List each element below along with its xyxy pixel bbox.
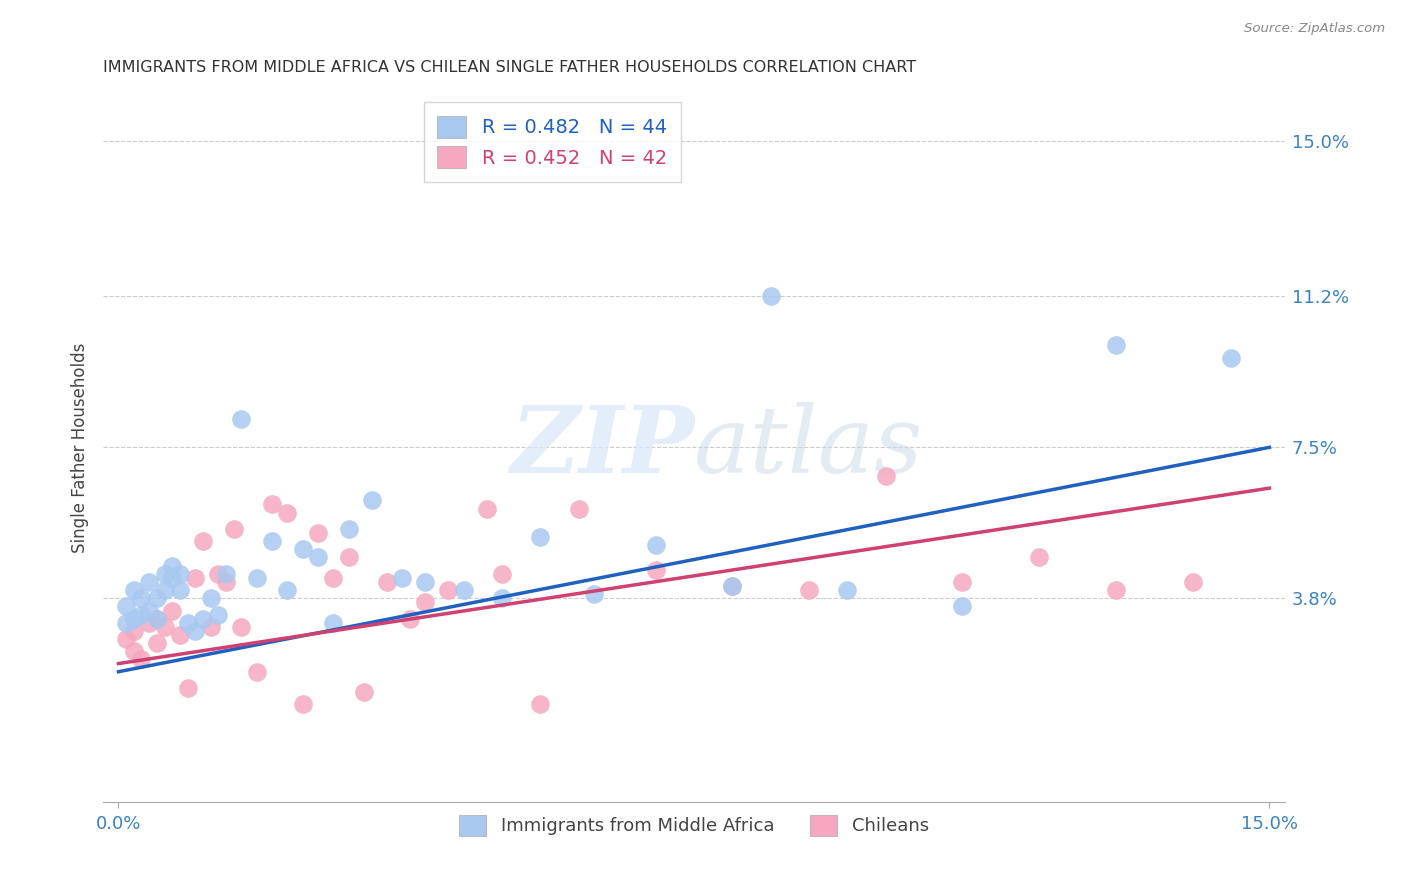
Point (160, 571, 183, 585)
Point (184, 571, 207, 585)
Point (529, 698, 551, 712)
Point (231, 412, 253, 426)
Point (291, 698, 314, 712)
Point (131, 607, 153, 622)
Point (307, 526, 329, 541)
Point (797, 583, 820, 598)
Point (759, 289, 782, 303)
Point (176, 681, 198, 695)
Y-axis label: Single Father Households: Single Father Households (72, 343, 89, 552)
Point (146, 612, 169, 626)
Point (245, 665, 267, 679)
Point (122, 644, 145, 658)
Point (721, 579, 744, 593)
Point (191, 534, 214, 549)
Point (1105, 583, 1128, 598)
Point (837, 583, 859, 598)
Point (184, 624, 207, 638)
Point (131, 591, 153, 606)
Point (146, 636, 169, 650)
Text: IMMIGRANTS FROM MIDDLE AFRICA VS CHILEAN SINGLE FATHER HOUSEHOLDS CORRELATION CH: IMMIGRANTS FROM MIDDLE AFRICA VS CHILEAN… (103, 60, 917, 75)
Legend: Immigrants from Middle Africa, Chileans: Immigrants from Middle Africa, Chileans (451, 807, 936, 843)
Point (952, 574, 974, 589)
Point (131, 652, 153, 666)
Point (169, 566, 191, 581)
Point (529, 530, 551, 544)
Point (491, 591, 513, 606)
Point (169, 583, 191, 598)
Point (115, 615, 138, 630)
Point (153, 583, 176, 598)
Point (138, 574, 160, 589)
Point (644, 563, 666, 577)
Point (353, 685, 375, 699)
Text: atlas: atlas (695, 402, 924, 492)
Point (391, 571, 413, 585)
Point (322, 571, 344, 585)
Point (200, 620, 222, 634)
Point (160, 558, 183, 573)
Point (260, 498, 283, 512)
Point (583, 587, 606, 601)
Point (399, 612, 422, 626)
Point (260, 534, 283, 549)
Point (215, 574, 238, 589)
Point (207, 566, 229, 581)
Point (307, 550, 329, 565)
Point (146, 591, 169, 606)
Point (415, 574, 437, 589)
Point (437, 583, 460, 598)
Point (153, 566, 176, 581)
Point (644, 538, 666, 552)
Point (322, 615, 344, 630)
Point (453, 583, 475, 598)
Point (475, 501, 498, 516)
Point (952, 599, 974, 614)
Point (200, 591, 222, 606)
Point (138, 603, 160, 617)
Point (360, 493, 382, 508)
Point (122, 612, 145, 626)
Point (291, 542, 314, 557)
Point (169, 628, 191, 642)
Point (276, 506, 298, 520)
Point (337, 522, 360, 536)
Point (245, 571, 267, 585)
Point (568, 501, 591, 516)
Text: Source: ZipAtlas.com: Source: ZipAtlas.com (1244, 22, 1385, 36)
Point (1181, 574, 1204, 589)
Point (875, 469, 897, 483)
Point (1105, 338, 1128, 352)
Point (215, 566, 238, 581)
Point (222, 522, 245, 536)
Point (115, 632, 138, 646)
Point (160, 603, 183, 617)
Point (337, 550, 360, 565)
Point (721, 579, 744, 593)
Point (146, 612, 169, 626)
Text: ZIP: ZIP (510, 402, 695, 492)
Point (176, 615, 198, 630)
Point (415, 595, 437, 609)
Point (276, 583, 298, 598)
Point (153, 620, 176, 634)
Point (122, 624, 145, 638)
Point (122, 583, 145, 598)
Point (115, 599, 138, 614)
Point (491, 566, 513, 581)
Point (191, 612, 214, 626)
Point (1220, 351, 1243, 365)
Point (231, 620, 253, 634)
Point (1028, 550, 1050, 565)
Point (375, 574, 398, 589)
Point (138, 615, 160, 630)
Point (207, 607, 229, 622)
